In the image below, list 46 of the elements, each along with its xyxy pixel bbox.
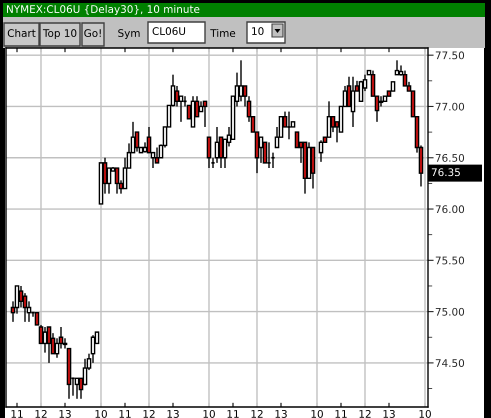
text: CL06U [152,27,186,36]
candlestick [46,326,52,364]
text: Sym [118,29,140,40]
x-tick-label: 13 [60,410,71,418]
x-tick-label: 12 [252,410,263,418]
x-tick-label: 10 [96,410,107,418]
x-tick-label: 13 [168,410,179,418]
x-tick-label: 11 [336,410,347,418]
candlestick [394,60,400,76]
x-tick-label: 12 [360,410,371,418]
x-tick-label: 10 [420,410,431,418]
candlestick [74,378,80,400]
text: Top 10 [42,29,76,40]
x-tick-label: 12 [36,410,47,418]
text: 76.35 [432,168,460,176]
candlestick [202,100,208,128]
text: Chart [8,28,36,38]
y-tick-label: 75.00 [436,308,464,316]
x-tick-label: 10 [312,410,323,418]
x-tick-label: 13 [384,410,395,418]
text: Time [210,28,236,38]
candlestick [206,136,212,169]
x-tick-label: 11 [120,410,131,418]
y-tick-label: 76.00 [436,205,464,214]
y-tick-label: 76.50 [436,154,464,162]
y-tick-label: 75.50 [436,256,464,264]
x-tick-label: 11 [12,410,23,418]
candlestick [114,167,120,194]
candlestick [286,110,292,140]
text: 10 [252,27,264,36]
candlestick [294,131,300,148]
candlestick [154,146,160,164]
x-tick-label: 13 [276,410,287,418]
text: Go! [84,29,101,38]
candlestick [350,76,356,128]
candlestick [214,126,220,164]
x-tick-label: 11 [228,410,239,418]
y-tick-label: 74.50 [436,359,464,367]
chart-title: NYMEX:CL06U {Delay30}, 10 minute [7,4,200,16]
y-tick-label: 77.00 [436,102,464,111]
candlestick [378,96,384,108]
y-tick-label: 77.50 [436,51,464,60]
candlestick [174,85,180,108]
candlestick [318,140,324,163]
x-tick-label: 10 [204,410,215,418]
x-tick-label: 12 [144,410,155,418]
